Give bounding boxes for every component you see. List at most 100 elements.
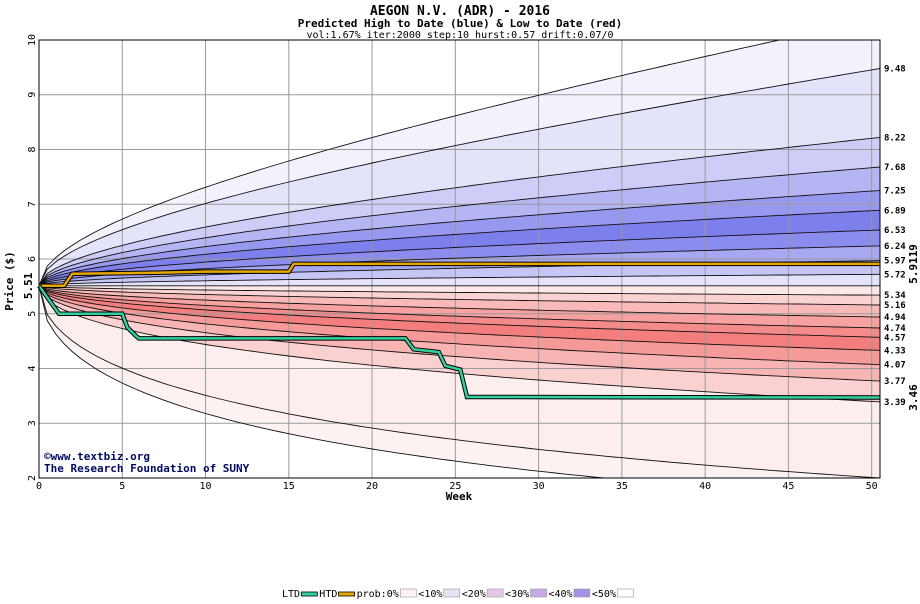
series-lines bbox=[37, 261, 881, 400]
x-tick-label: 40 bbox=[699, 481, 711, 492]
y-tick-label: 3 bbox=[27, 420, 38, 426]
y-tick-label: 2 bbox=[27, 475, 38, 481]
legend-ltd-label: LTD bbox=[282, 589, 300, 600]
quantile-line bbox=[39, 285, 880, 329]
chart-subtitle: Predicted High to Date (blue) & Low to D… bbox=[298, 17, 623, 30]
y-tick-labels: 2 3 4 5 6 7 8 9 10 bbox=[27, 34, 38, 481]
quantile-line bbox=[39, 137, 880, 287]
quantile-band bbox=[39, 285, 880, 478]
legend-prob-swatch bbox=[486, 588, 504, 598]
quantile-line bbox=[39, 285, 880, 382]
y-tick-label: 5 bbox=[27, 311, 38, 317]
x-tick-label: 5 bbox=[119, 481, 125, 492]
end-value-label: 7.68 bbox=[884, 163, 906, 173]
quantile-bands bbox=[39, 40, 880, 478]
x-tick-label: 30 bbox=[533, 481, 545, 492]
legend-prob-swatch bbox=[443, 588, 461, 598]
end-value-labels: 9.48 8.22 7.68 7.25 6.89 6.53 6.24 5.97 5.72 5.34… bbox=[884, 64, 906, 407]
x-tick-label: 20 bbox=[366, 481, 378, 492]
end-value-label: 5.34 bbox=[884, 291, 906, 301]
x-tick-label: 50 bbox=[866, 481, 878, 492]
x-tick-label: 25 bbox=[449, 481, 461, 492]
legend-prob-label: <50% bbox=[592, 589, 616, 600]
legend-prob-swatch bbox=[573, 588, 591, 598]
end-value-label: 4.07 bbox=[884, 361, 906, 371]
quantile-line bbox=[39, 285, 609, 478]
chart-title: AEGON N.V. (ADR) - 2016 bbox=[370, 4, 550, 19]
quantile-band bbox=[39, 274, 880, 286]
end-value-label: 5.72 bbox=[884, 270, 906, 280]
x-tick-label: 45 bbox=[782, 481, 794, 492]
quantile-band bbox=[39, 190, 880, 286]
quantile-lines bbox=[39, 40, 880, 478]
end-value-label: 3.77 bbox=[884, 377, 906, 387]
quantile-band bbox=[39, 137, 880, 286]
end-value-label: 6.24 bbox=[884, 242, 906, 252]
x-tick-label: 35 bbox=[616, 481, 628, 492]
end-value-label: 6.89 bbox=[884, 206, 906, 216]
quantile-band bbox=[39, 285, 880, 365]
ltd-end-label: 3.46 bbox=[907, 384, 920, 411]
x-tick-label: 15 bbox=[283, 481, 295, 492]
quantile-band bbox=[39, 285, 880, 296]
quantile-band bbox=[39, 285, 880, 317]
quantile-line bbox=[39, 285, 880, 306]
y-tick-label: 4 bbox=[27, 365, 38, 371]
end-value-label: 6.53 bbox=[884, 226, 906, 236]
y-tick-label: 10 bbox=[27, 34, 38, 46]
quantile-line bbox=[39, 229, 880, 287]
legend-htd-swatch bbox=[338, 591, 356, 597]
quantile-line bbox=[39, 285, 880, 318]
quantile-line bbox=[39, 68, 880, 287]
legend-prob-label: <20% bbox=[462, 589, 486, 600]
legend-prob-swatch bbox=[530, 588, 547, 598]
end-value-label: 4.74 bbox=[884, 324, 906, 334]
quantile-band bbox=[39, 285, 880, 382]
legend-prob-label: <40% bbox=[549, 589, 573, 600]
quantile-line bbox=[39, 285, 880, 296]
quantile-line bbox=[39, 190, 880, 287]
quantile-line bbox=[39, 209, 880, 287]
credit-line-2: The Research Foundation of SUNY bbox=[44, 462, 250, 475]
end-value-label: 4.94 bbox=[884, 313, 906, 323]
legend-ltd-swatch bbox=[300, 591, 318, 597]
quantile-band bbox=[39, 285, 880, 351]
end-value-label: 8.22 bbox=[884, 133, 906, 143]
quantile-line bbox=[39, 166, 880, 287]
y-tick-label: 8 bbox=[27, 146, 38, 152]
quantile-band bbox=[39, 210, 880, 286]
legend-prob-swatch bbox=[616, 588, 634, 598]
end-value-label: 4.33 bbox=[884, 346, 906, 356]
end-value-label: 5.97 bbox=[884, 257, 906, 267]
credit-line-1: ©www.textbiz.org bbox=[44, 450, 150, 463]
quantile-band bbox=[39, 40, 880, 286]
end-value-label: 9.48 bbox=[884, 64, 906, 74]
legend-htd-label: HTD bbox=[319, 589, 337, 600]
htd-series-line bbox=[39, 262, 880, 288]
end-value-label: 5.16 bbox=[884, 301, 906, 311]
x-tick-labels: 0 5 10 15 20 25 30 35 40 45 50 bbox=[36, 481, 878, 492]
start-price-label: 5.51 bbox=[22, 272, 35, 299]
quantile-line bbox=[39, 285, 880, 366]
quantile-band bbox=[39, 285, 880, 402]
end-value-label: 7.25 bbox=[884, 187, 906, 197]
x-tick-label: 10 bbox=[200, 481, 212, 492]
x-tick-label: 0 bbox=[36, 481, 42, 492]
quantile-line bbox=[39, 285, 880, 478]
legend-prob-label: <30% bbox=[505, 589, 529, 600]
x-axis-label: Week bbox=[446, 490, 473, 503]
htd-end-label: 5.9119 bbox=[907, 244, 920, 284]
quantile-band bbox=[39, 285, 880, 338]
quantile-line bbox=[39, 285, 880, 351]
quantile-band bbox=[39, 68, 880, 286]
y-tick-label: 7 bbox=[27, 201, 38, 207]
plot-frame bbox=[38, 39, 881, 479]
y-tick-label: 9 bbox=[27, 92, 38, 98]
quantile-line bbox=[39, 273, 880, 287]
legend: LTD HTD prob:0% <10% <20% <30% <40% <50% bbox=[282, 588, 634, 600]
legend-prob-label: prob:0% bbox=[357, 589, 399, 600]
chart-params: vol:1.67% iter:2000 step:10 hurst:0.57 d… bbox=[306, 30, 613, 41]
legend-prob-swatch bbox=[399, 588, 417, 598]
